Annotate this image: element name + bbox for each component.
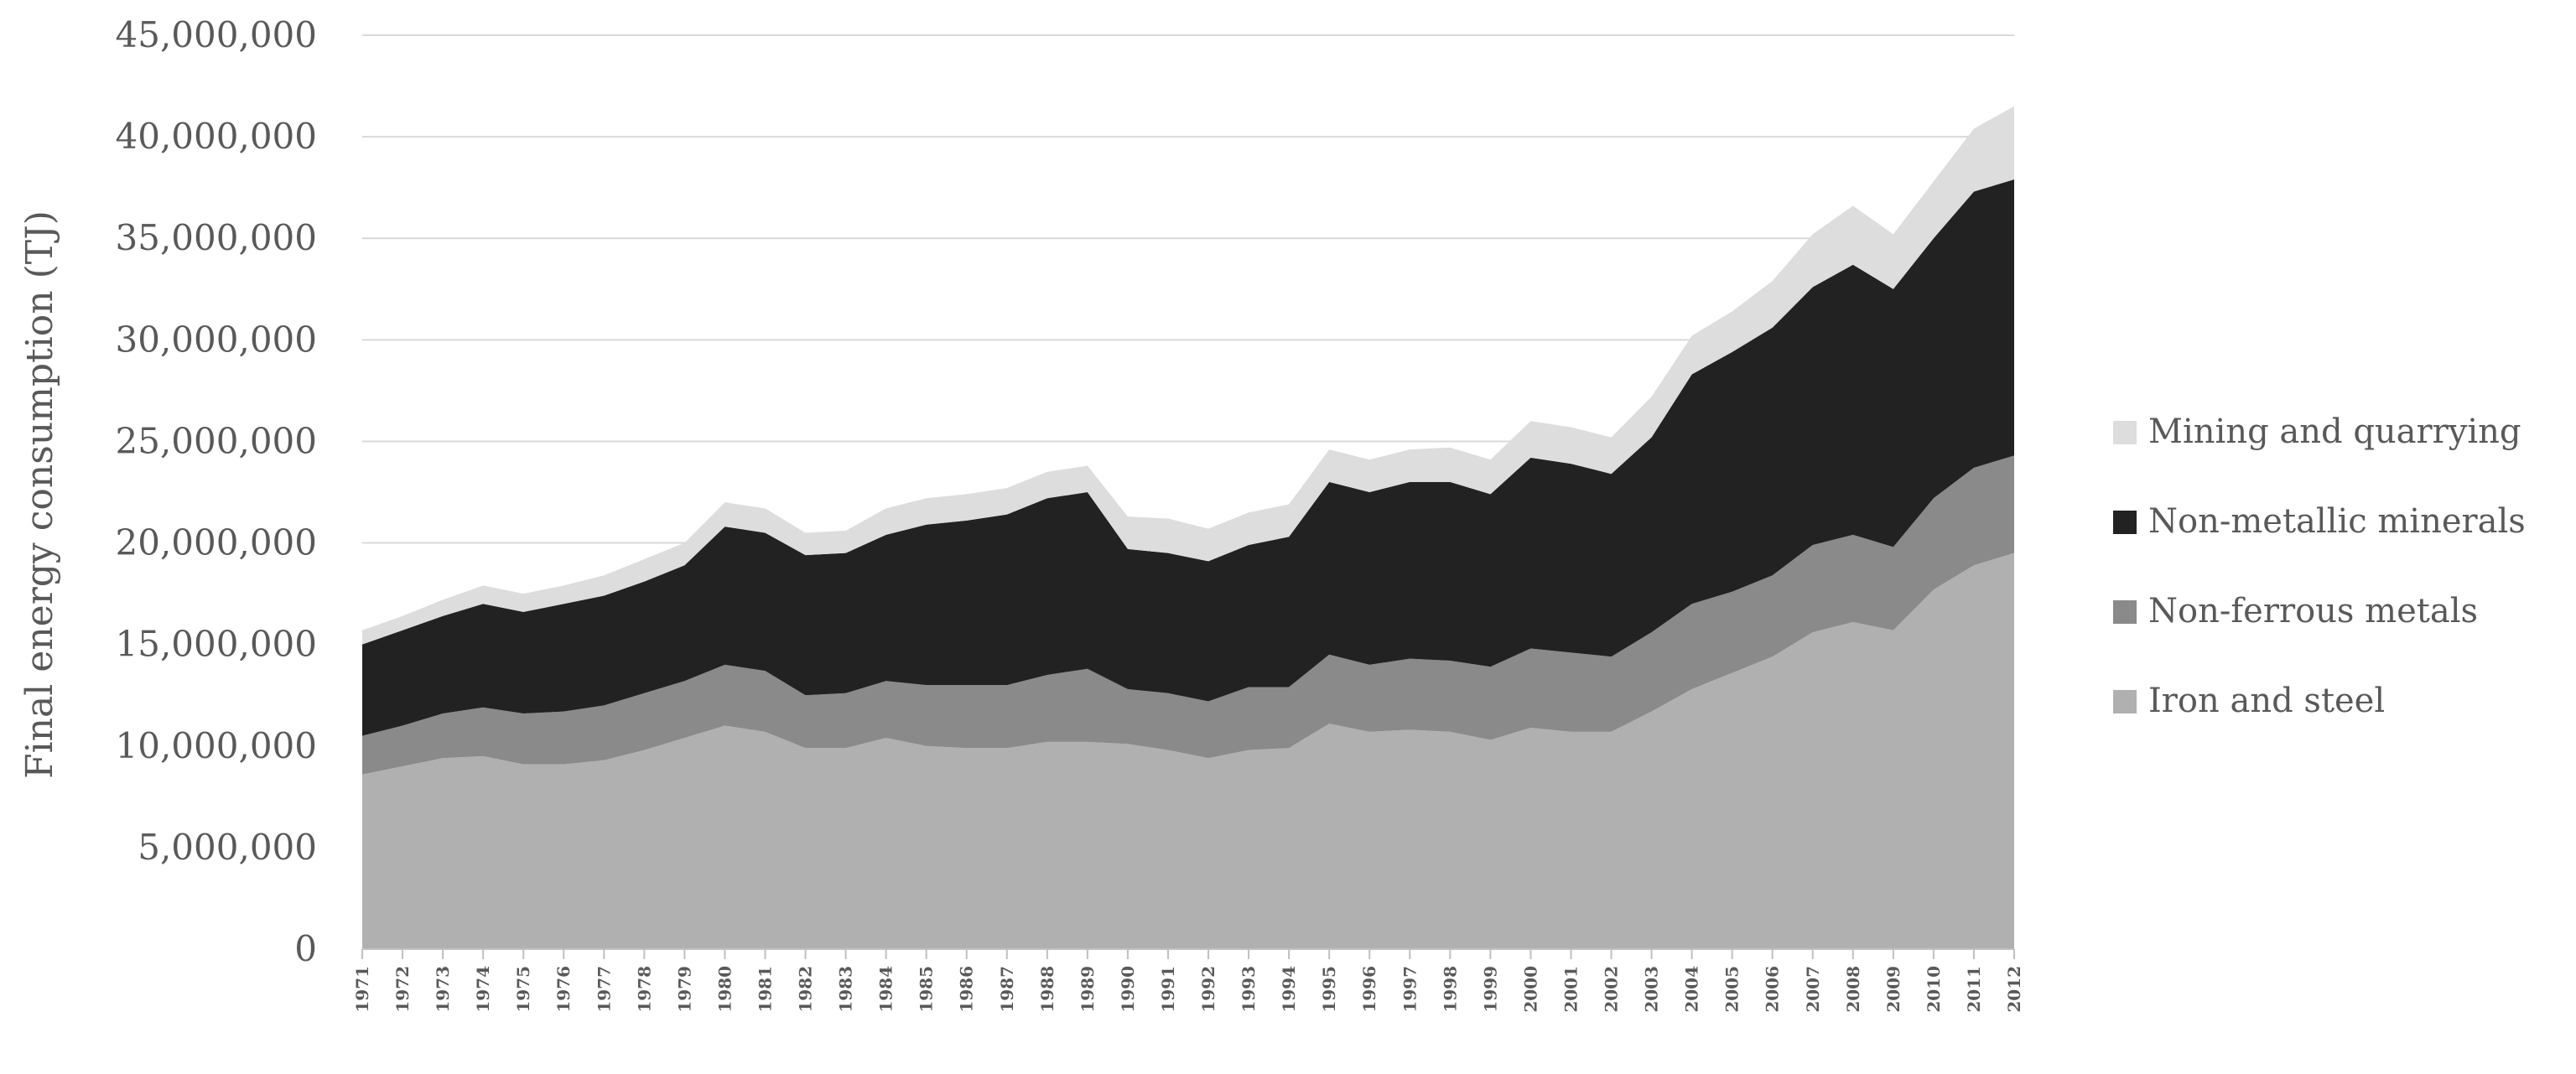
- y-tick-label: 20,000,000: [116, 522, 317, 563]
- legend-swatch-non-metallic-minerals: [2113, 511, 2137, 534]
- x-tick-label: 1995: [1319, 966, 1339, 1013]
- x-tick-label: 1989: [1078, 966, 1098, 1013]
- area-iron-and-steel: [362, 553, 2014, 949]
- x-tick-label: 1990: [1118, 966, 1138, 1013]
- x-tick-label: 1980: [714, 966, 735, 1013]
- legend-label-non-metallic-minerals: Non-metallic minerals: [2148, 502, 2526, 541]
- x-tick-label: 1991: [1158, 966, 1178, 1013]
- x-tick-label: 1992: [1198, 966, 1218, 1013]
- legend-label-non-ferrous-metals: Non-ferrous metals: [2148, 592, 2478, 630]
- x-tick-label: 1996: [1359, 966, 1379, 1013]
- x-tick-label: 1984: [876, 966, 896, 1013]
- area-series-group: [362, 106, 2014, 949]
- legend-swatch-mining-and-quarrying: [2113, 421, 2137, 444]
- y-tick-label: 15,000,000: [116, 624, 317, 665]
- x-tick-label: 2000: [1520, 966, 1540, 1013]
- y-tick-label: 30,000,000: [116, 319, 317, 360]
- y-tick-label: 10,000,000: [116, 725, 317, 766]
- x-tick-label: 1972: [392, 966, 413, 1013]
- x-tick-label: 1981: [755, 966, 775, 1013]
- x-tick-label: 2005: [1722, 966, 1742, 1013]
- area-non-metallic-minerals: [362, 179, 2014, 736]
- legend-label-mining-and-quarrying: Mining and quarrying: [2148, 412, 2521, 451]
- x-tick-label: 1982: [796, 966, 816, 1013]
- x-tick-label: 2006: [1763, 966, 1783, 1013]
- y-tick-label: 25,000,000: [116, 420, 317, 461]
- x-tick-label: 1993: [1239, 966, 1259, 1013]
- area-non-ferrous-metals: [362, 455, 2014, 775]
- x-tick-label: 2009: [1883, 966, 1903, 1013]
- x-tick-label: 1986: [957, 966, 977, 1013]
- legend-swatch-iron-and-steel: [2113, 690, 2137, 713]
- x-tick-label: 1987: [997, 966, 1017, 1013]
- y-tick-label: 35,000,000: [116, 217, 317, 258]
- legend: Mining and quarrying Non-metallic mineral…: [2113, 412, 2526, 720]
- x-tick-label: 1976: [553, 966, 574, 1013]
- x-tick-label: 1974: [473, 966, 493, 1013]
- x-tick-label: 1999: [1480, 966, 1500, 1013]
- x-tick-label: 1973: [433, 966, 453, 1013]
- x-tick-label: 1978: [634, 966, 654, 1013]
- x-axis-tick-labels: 1971 1972 1973 1974 1975 1976 1977 1978 1979 1980…: [352, 966, 2024, 1013]
- x-tick-label: 1988: [1037, 966, 1057, 1013]
- x-tick-label: 2008: [1843, 966, 1863, 1013]
- x-tick-label: 1997: [1400, 966, 1420, 1013]
- y-tick-label: 5,000,000: [138, 827, 317, 868]
- x-tick-label: 2007: [1803, 966, 1823, 1013]
- x-tick-label: 2011: [1964, 966, 1984, 1013]
- area-mining-and-quarrying: [362, 106, 2014, 645]
- x-tick-label: 1983: [836, 966, 856, 1013]
- x-tick-label: 2002: [1602, 966, 1622, 1013]
- x-tick-label: 1994: [1279, 966, 1299, 1013]
- x-tick-label: 2012: [2004, 966, 2024, 1013]
- y-axis-label: Final energy consumption (TJ): [18, 210, 61, 779]
- x-tick-label: 2004: [1682, 966, 1702, 1013]
- y-tick-label: 45,000,000: [116, 14, 317, 55]
- x-tick-label: 2001: [1561, 966, 1581, 1013]
- x-tick-label: 1979: [674, 966, 694, 1013]
- x-tick-label: 1971: [352, 966, 372, 1013]
- y-tick-label: 40,000,000: [116, 116, 317, 157]
- y-tick-label: 0: [294, 928, 317, 969]
- axes: [361, 948, 2015, 959]
- x-tick-label: 1975: [513, 966, 533, 1013]
- x-tick-label: 2010: [1924, 966, 1944, 1013]
- legend-swatch-non-ferrous-metals: [2113, 600, 2137, 624]
- legend-label-iron-and-steel: Iron and steel: [2148, 682, 2385, 720]
- x-tick-label: 1985: [917, 966, 937, 1013]
- x-tick-label: 2003: [1642, 966, 1662, 1013]
- x-tick-label: 1977: [594, 966, 614, 1013]
- x-tick-label: 1998: [1440, 966, 1460, 1013]
- y-axis-tick-labels: 0 5,000,000 10,000,000 15,000,000 20,000,000…: [116, 14, 317, 969]
